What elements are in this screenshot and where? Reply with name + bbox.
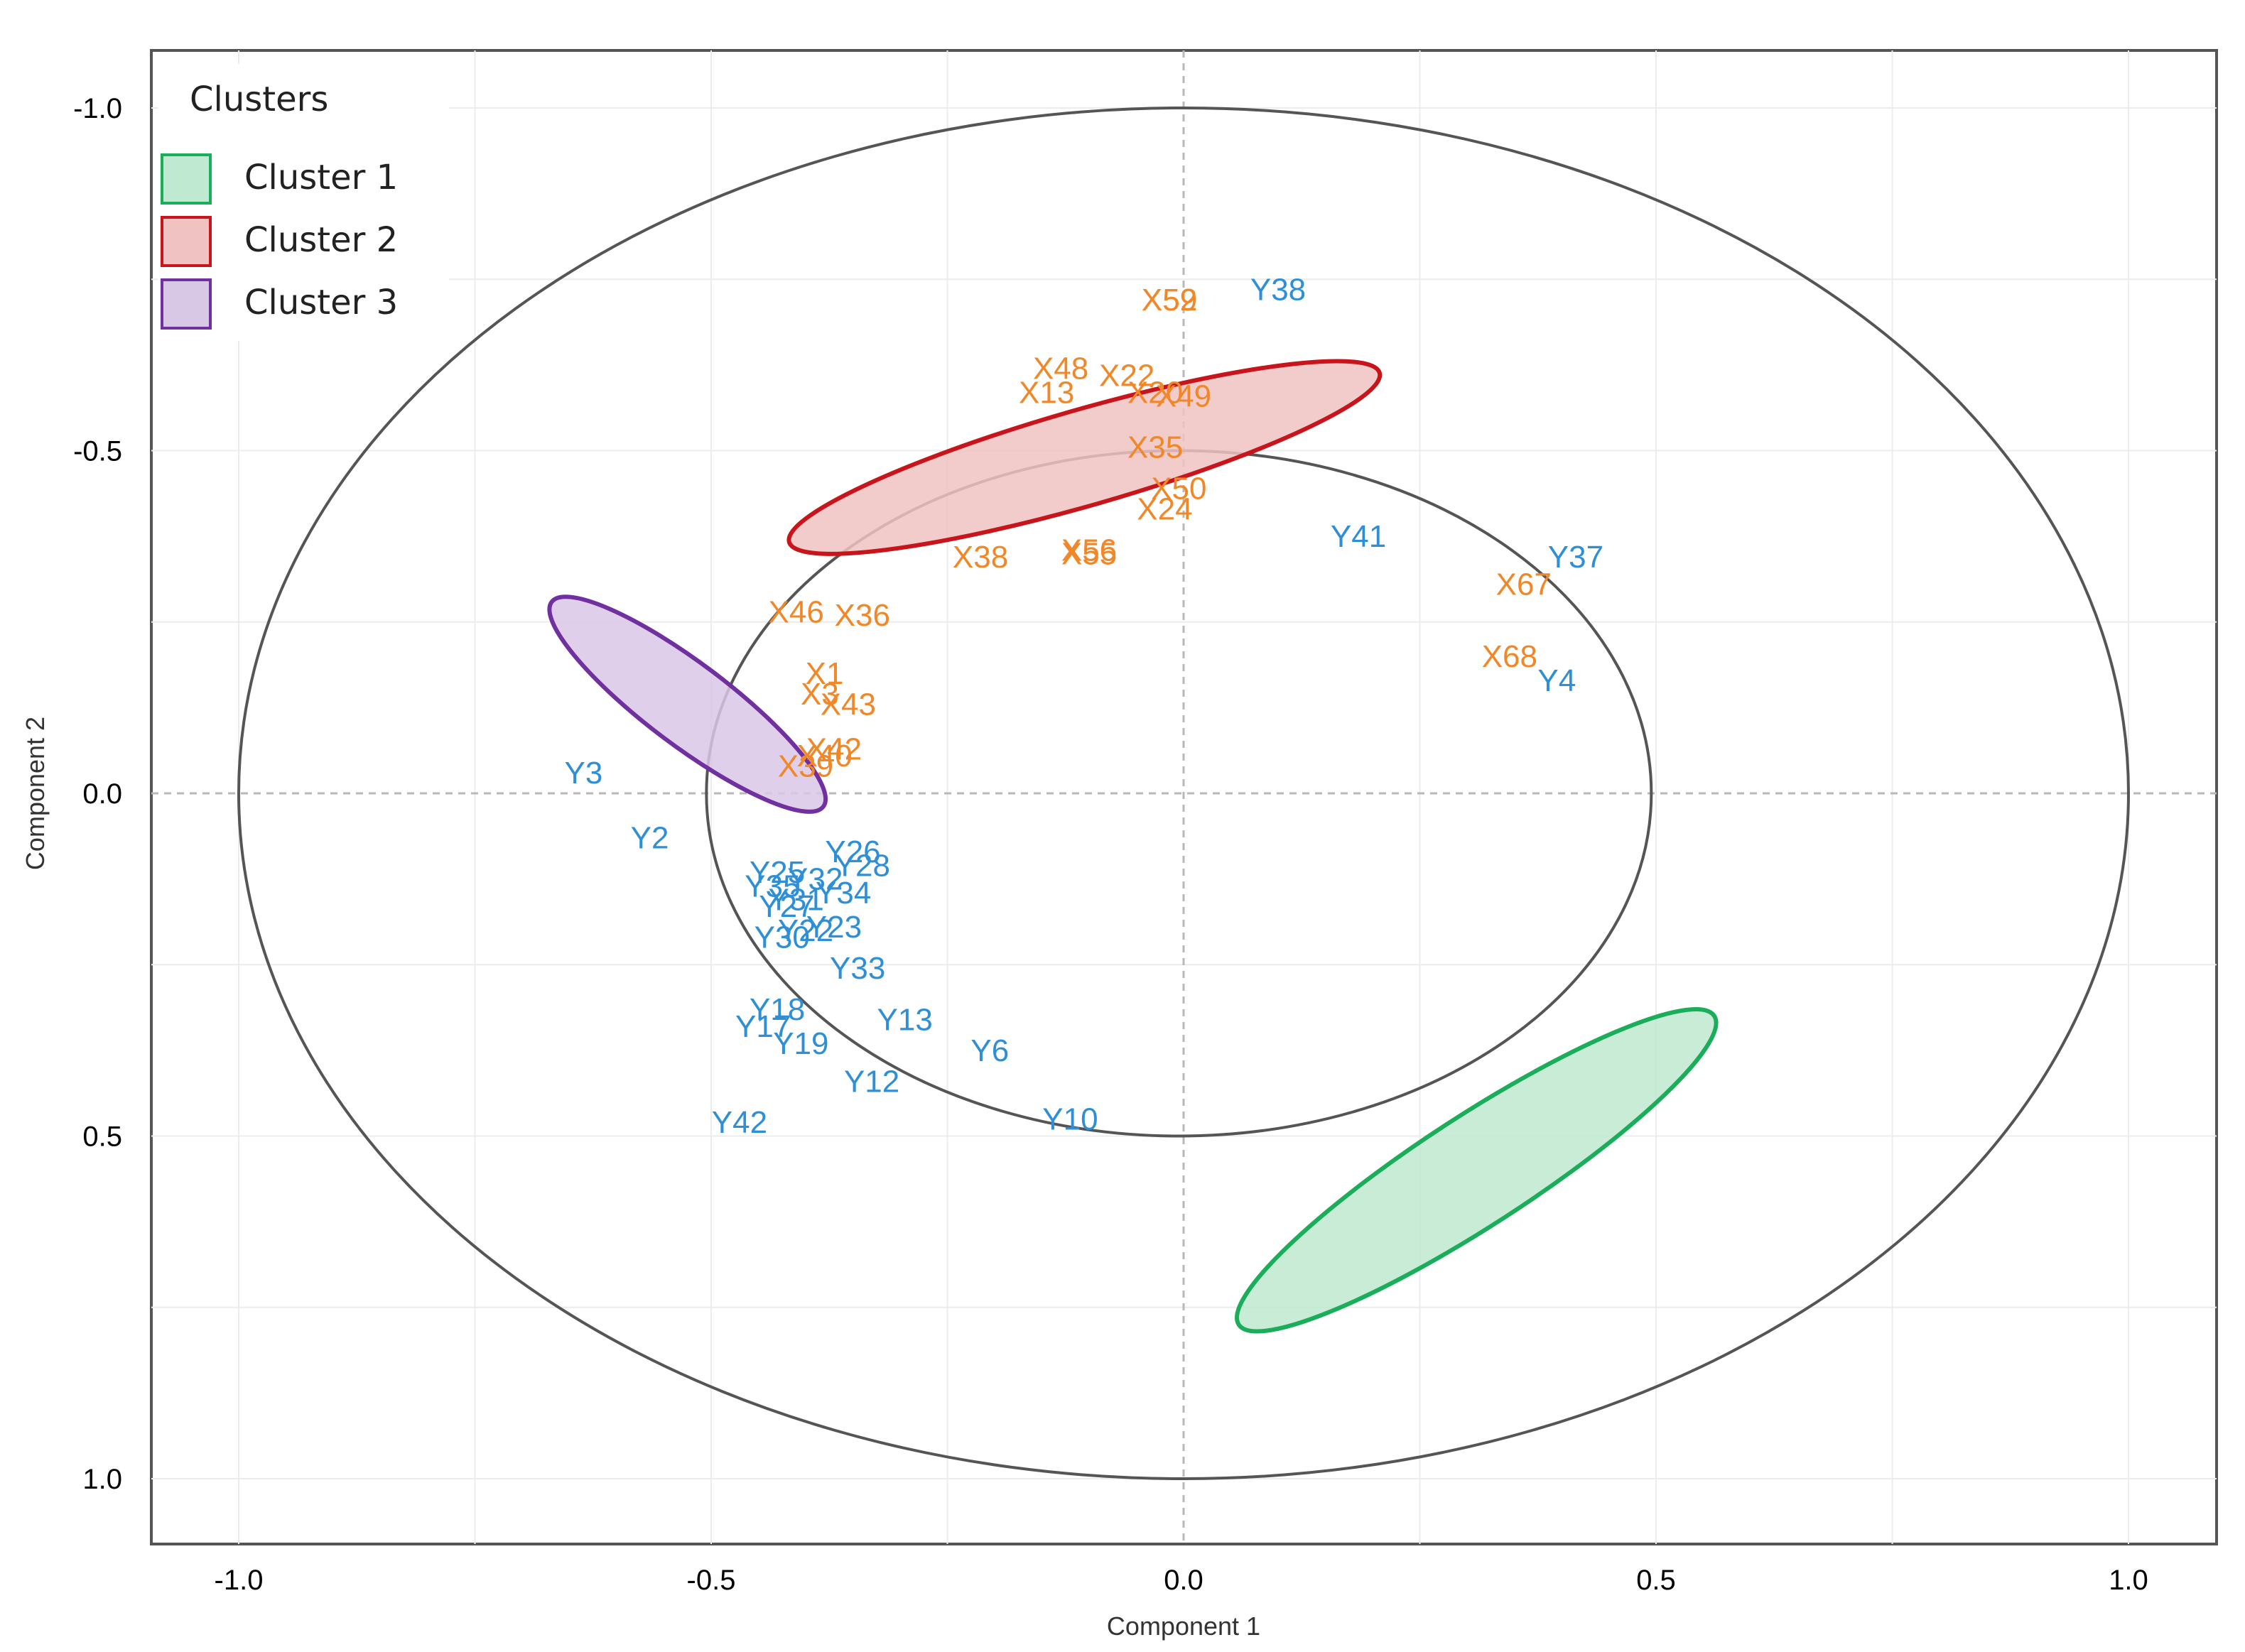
point-label-x68: X68 [1482, 639, 1537, 674]
point-label-x55: X55 [1061, 536, 1117, 571]
point-label-y3: Y3 [565, 756, 603, 790]
point-label-y42: Y42 [712, 1105, 767, 1140]
point-label-x3: X3 [801, 677, 839, 712]
point-label-y30: Y30 [754, 920, 810, 955]
grid-lines [151, 50, 2217, 1544]
point-label-x50: X50 [1151, 472, 1206, 506]
x-tick-label: 0.5 [1636, 1565, 1676, 1596]
point-label-x39: X39 [778, 749, 833, 783]
legend-swatch-cluster-3 [161, 278, 212, 330]
point-label-y10: Y10 [1042, 1102, 1098, 1136]
point-label-x24: X24 [1137, 492, 1192, 527]
x-tick-label: 1.0 [2109, 1565, 2148, 1596]
point-label-x20: X20 [1127, 375, 1183, 410]
point-label-y17: Y17 [735, 1009, 791, 1044]
point-label-y19: Y19 [773, 1026, 828, 1061]
point-label-x48: X48 [1033, 352, 1088, 386]
legend-swatch-cluster-1 [161, 153, 212, 205]
point-label-y6: Y6 [970, 1033, 1009, 1068]
x-tick-label: -1.0 [215, 1565, 264, 1596]
point-label-y32: Y32 [787, 862, 843, 897]
point-label-y26: Y26 [825, 835, 880, 869]
point-label-y33: Y33 [830, 951, 885, 986]
cluster-ellipses [547, 359, 1719, 1334]
point-label-y28: Y28 [835, 848, 890, 883]
point-label-x35: X35 [1127, 430, 1183, 465]
point-label-x49: X49 [1156, 379, 1211, 413]
cluster-3-ellipse [547, 594, 828, 814]
y-axis-title: Component 2 [21, 717, 50, 870]
point-label-y37: Y37 [1548, 540, 1603, 575]
point-label-x56: X56 [1061, 533, 1117, 567]
point-label-x38: X38 [953, 540, 1008, 575]
point-label-x40: X40 [796, 739, 852, 773]
cluster-1-ellipse [1235, 1006, 1719, 1334]
point-label-x46: X46 [769, 594, 824, 629]
point-label-y31: Y31 [769, 883, 824, 918]
point-label-y25: Y25 [750, 855, 805, 890]
legend: Clusters Cluster 1 Cluster 2 Cluster 3 [158, 64, 449, 341]
point-label-y13: Y13 [877, 1002, 933, 1037]
point-label-x13: X13 [1019, 375, 1074, 410]
y-tick-label: -1.0 [73, 93, 122, 124]
x-tick-label: 0.0 [1164, 1565, 1203, 1596]
point-label-y12: Y12 [844, 1064, 899, 1099]
point-label-y35: Y35 [745, 869, 800, 903]
y-tick-label: 0.5 [82, 1121, 122, 1153]
cluster-2-ellipse [786, 359, 1383, 556]
point-label-y2: Y2 [631, 821, 669, 856]
x-tick-label: -0.5 [687, 1565, 736, 1596]
legend-items: Cluster 1 Cluster 2 Cluster 3 [161, 153, 398, 330]
point-label-y23: Y23 [806, 910, 862, 945]
point-label-y4: Y4 [1537, 663, 1576, 698]
point-label-x67: X67 [1496, 567, 1552, 602]
axis-tick-labels: -1.0 -0.5 0.0 0.5 1.0 -1.0 -0.5 0.0 0.5 1.0 [73, 93, 2148, 1596]
point-label-y38: Y38 [1250, 273, 1306, 308]
y-tick-label: 1.0 [82, 1464, 122, 1495]
x-axis-title: Component 1 [1107, 1612, 1260, 1641]
legend-swatch-cluster-2 [161, 216, 212, 267]
legend-label-cluster-2: Cluster 2 [244, 220, 398, 260]
point-label-x59: X59 [1142, 283, 1197, 317]
legend-title: Clusters [190, 80, 328, 119]
point-label-y18: Y18 [750, 992, 805, 1027]
point-label-y27: Y27 [759, 889, 814, 924]
point-label-x1: X1 [806, 656, 844, 691]
y-tick-label: -0.5 [73, 436, 122, 467]
reference-circle-outer [237, 107, 2130, 1480]
point-label-x43: X43 [821, 688, 876, 722]
point-label-y22: Y22 [778, 913, 833, 948]
point-label-x42: X42 [806, 732, 862, 766]
point-label-y34: Y34 [816, 876, 871, 911]
point-label-y41: Y41 [1331, 519, 1386, 554]
point-label-x36: X36 [835, 598, 890, 633]
y-tick-label: 0.0 [82, 778, 122, 810]
legend-label-cluster-1: Cluster 1 [244, 158, 398, 197]
legend-label-cluster-3: Cluster 3 [244, 283, 398, 322]
point-label-x22: X22 [1099, 358, 1154, 393]
point-label-x52: X52 [1142, 283, 1197, 317]
